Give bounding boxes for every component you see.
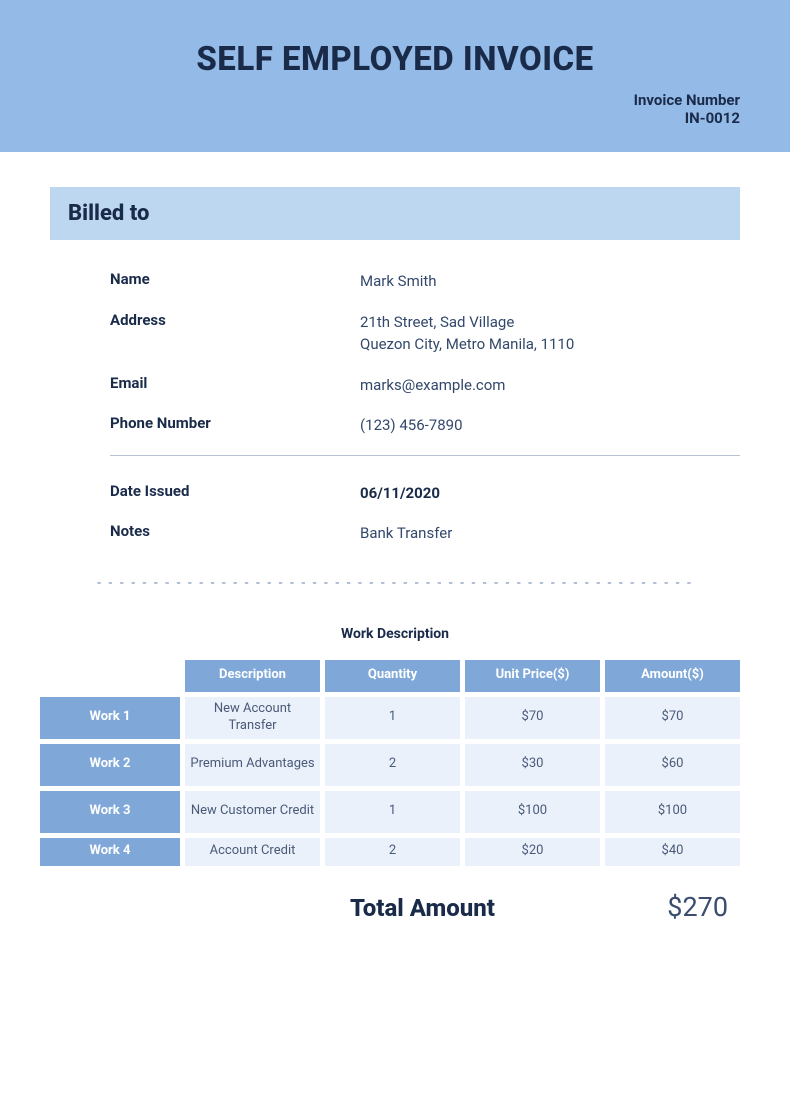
cell-desc-2: Premium Advantages bbox=[185, 744, 320, 786]
label-address: Address bbox=[110, 311, 360, 356]
label-email: Email bbox=[110, 374, 360, 397]
value-notes: Bank Transfer bbox=[360, 522, 452, 545]
invoice-body: Billed to Name Mark Smith Address 21th S… bbox=[0, 152, 790, 923]
value-email: marks@example.com bbox=[360, 374, 505, 397]
detail-row-name: Name Mark Smith bbox=[110, 270, 740, 293]
work-description-title: Work Description bbox=[50, 626, 740, 642]
row-header-1: Work 1 bbox=[40, 697, 180, 739]
invoice-number-value: IN-0012 bbox=[50, 109, 740, 127]
divider-line bbox=[110, 455, 740, 456]
detail-row-email: Email marks@example.com bbox=[110, 374, 740, 397]
invoice-number-block: Invoice Number IN-0012 bbox=[50, 91, 740, 127]
cell-desc-4: Account Credit bbox=[185, 838, 320, 866]
cell-price-4: $20 bbox=[465, 838, 600, 866]
col-description: Description bbox=[185, 660, 320, 692]
row-header-4: Work 4 bbox=[40, 838, 180, 866]
table-corner bbox=[40, 660, 180, 692]
detail-row-notes: Notes Bank Transfer bbox=[110, 522, 740, 545]
row-header-2: Work 2 bbox=[40, 744, 180, 786]
page-title: SELF EMPLOYED INVOICE bbox=[50, 40, 740, 79]
col-amount: Amount($) bbox=[605, 660, 740, 692]
col-quantity: Quantity bbox=[325, 660, 460, 692]
total-label: Total Amount bbox=[350, 894, 495, 922]
cell-price-2: $30 bbox=[465, 744, 600, 786]
cell-qty-4: 2 bbox=[325, 838, 460, 866]
invoice-number-label: Invoice Number bbox=[50, 91, 740, 109]
billed-to-details: Name Mark Smith Address 21th Street, Sad… bbox=[50, 240, 740, 437]
cell-amount-2: $60 bbox=[605, 744, 740, 786]
cell-amount-1: $70 bbox=[605, 697, 740, 739]
value-phone: (123) 456-7890 bbox=[360, 414, 463, 437]
detail-row-phone: Phone Number (123) 456-7890 bbox=[110, 414, 740, 437]
total-value: $270 bbox=[667, 891, 728, 923]
cell-amount-4: $40 bbox=[605, 838, 740, 866]
issued-details: Date Issued 06/11/2020 Notes Bank Transf… bbox=[50, 482, 740, 545]
cell-price-1: $70 bbox=[465, 697, 600, 739]
value-name: Mark Smith bbox=[360, 270, 437, 293]
address-line1: 21th Street, Sad Village bbox=[360, 311, 574, 334]
col-unit-price: Unit Price($) bbox=[465, 660, 600, 692]
cell-desc-1: New Account Transfer bbox=[185, 697, 320, 739]
value-date-issued: 06/11/2020 bbox=[360, 482, 440, 505]
detail-row-address: Address 21th Street, Sad Village Quezon … bbox=[110, 311, 740, 356]
dashed-divider: - - - - - - - - - - - - - - - - - - - - … bbox=[50, 575, 740, 591]
detail-row-date: Date Issued 06/11/2020 bbox=[110, 482, 740, 505]
work-table: Description Quantity Unit Price($) Amoun… bbox=[40, 660, 740, 866]
cell-price-3: $100 bbox=[465, 791, 600, 833]
cell-amount-3: $100 bbox=[605, 791, 740, 833]
cell-qty-1: 1 bbox=[325, 697, 460, 739]
label-phone: Phone Number bbox=[110, 414, 360, 437]
cell-desc-3: New Customer Credit bbox=[185, 791, 320, 833]
cell-qty-2: 2 bbox=[325, 744, 460, 786]
invoice-header: SELF EMPLOYED INVOICE Invoice Number IN-… bbox=[0, 0, 790, 152]
address-line2: Quezon City, Metro Manila, 1110 bbox=[360, 333, 574, 356]
billed-to-bar: Billed to bbox=[50, 187, 740, 240]
row-header-3: Work 3 bbox=[40, 791, 180, 833]
label-notes: Notes bbox=[110, 522, 360, 545]
label-name: Name bbox=[110, 270, 360, 293]
total-row: Total Amount $270 bbox=[50, 891, 740, 923]
value-address: 21th Street, Sad Village Quezon City, Me… bbox=[360, 311, 574, 356]
label-date-issued: Date Issued bbox=[110, 482, 360, 505]
cell-qty-3: 1 bbox=[325, 791, 460, 833]
